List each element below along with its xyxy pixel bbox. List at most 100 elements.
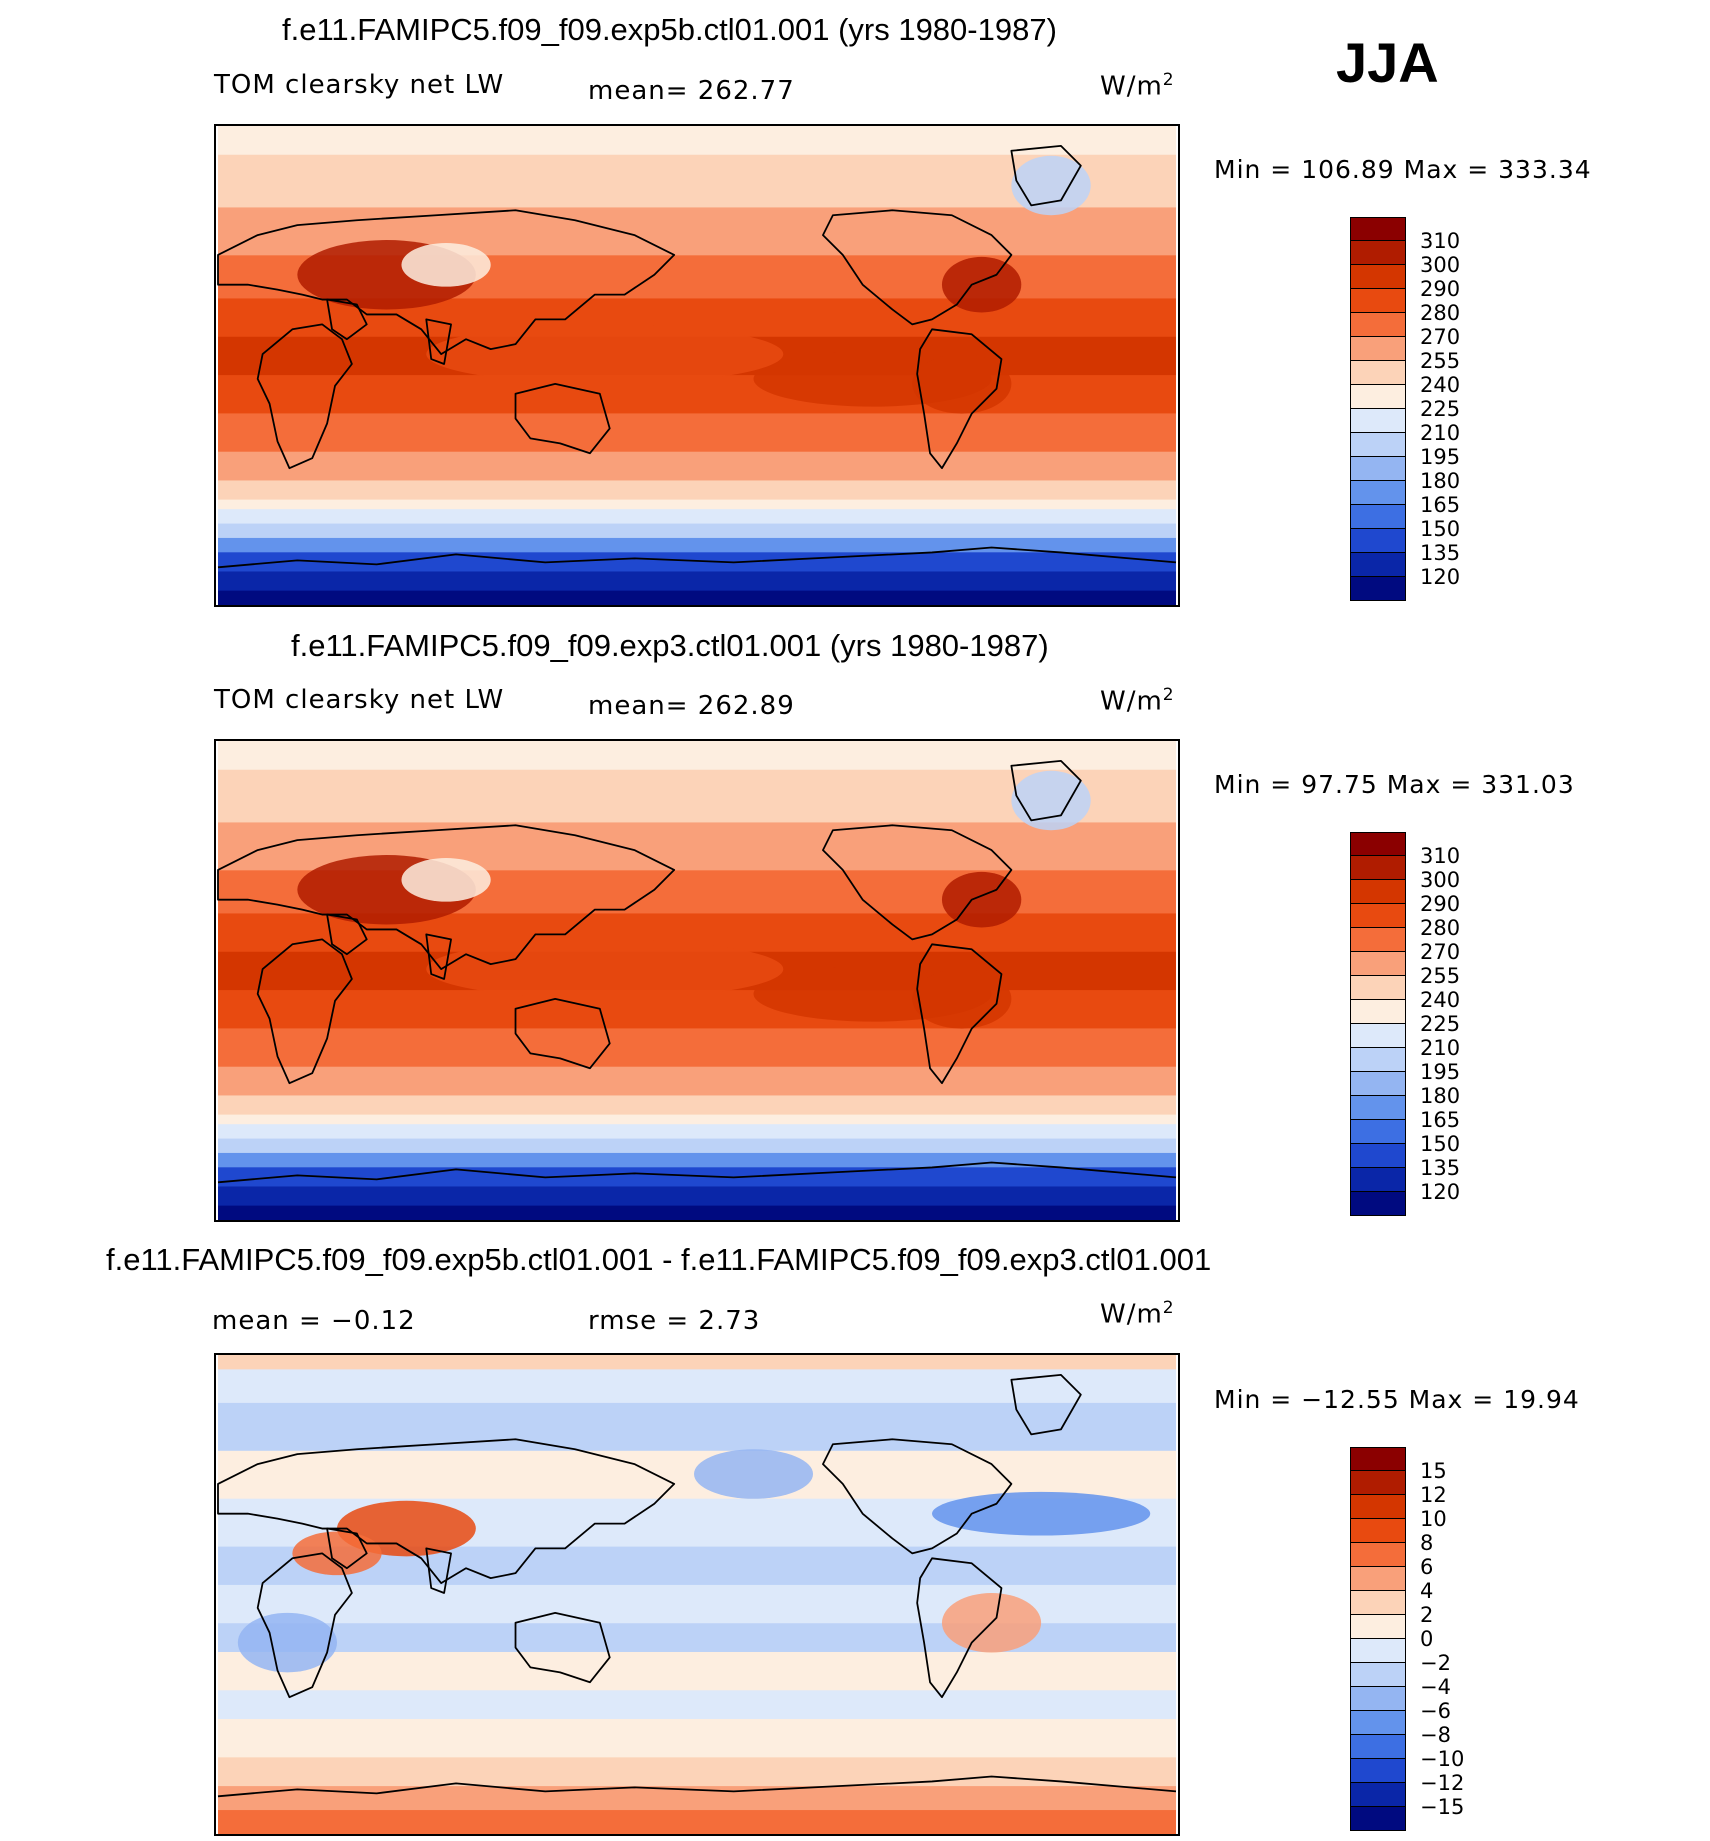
coastline xyxy=(425,933,452,980)
field-band xyxy=(218,413,1176,453)
field-band xyxy=(218,1114,1176,1126)
coastline xyxy=(916,1557,1003,1699)
panel-3-mean: mean = −0.12 xyxy=(212,1306,416,1336)
field-band xyxy=(218,1690,1176,1721)
colorbar-swatch xyxy=(1350,1759,1406,1783)
colorbar-tick-label: 255 xyxy=(1420,349,1461,373)
colorbar-tick-label: 225 xyxy=(1420,1012,1461,1036)
colorbar-swatch xyxy=(1350,1024,1406,1048)
map-field xyxy=(217,1355,1177,1834)
colorbar-swatch xyxy=(1350,409,1406,433)
season-label: JJA xyxy=(1336,31,1439,94)
panel-3-title: f.e11.FAMIPC5.f09_f09.exp5b.ctl01.001 - … xyxy=(106,1242,1212,1277)
colorbar-swatch xyxy=(1350,1168,1406,1192)
colorbar-swatch xyxy=(1350,553,1406,577)
colorbar-tick-label: 0 xyxy=(1420,1627,1434,1651)
panel-2-variable: TOM clearsky net LW xyxy=(214,685,505,715)
colorbar-tick-label: 270 xyxy=(1420,940,1461,964)
field-band xyxy=(218,375,1176,415)
coastline xyxy=(514,1611,611,1684)
coastline xyxy=(514,382,611,455)
colorbar-tick-label: 8 xyxy=(1420,1531,1434,1555)
field-anomaly xyxy=(932,1491,1151,1536)
colorbar-tick-label: 280 xyxy=(1420,301,1461,325)
colorbar-tick-label: 15 xyxy=(1420,1459,1447,1483)
panel-3-rmse: rmse = 2.73 xyxy=(588,1306,761,1336)
field-band xyxy=(218,126,1176,156)
colorbar-tick-label: 210 xyxy=(1420,421,1461,445)
colorbar-tick-label: 240 xyxy=(1420,988,1461,1012)
colorbar-swatch xyxy=(1350,1567,1406,1591)
panel-1-colorbar: 310 300 290 280 270 255 240 225 210 195 180 165 150 1… xyxy=(1350,217,1460,601)
field-band xyxy=(218,451,1176,482)
colorbar-tick-label: 195 xyxy=(1420,1060,1461,1084)
field-band xyxy=(218,741,1176,771)
colorbar-swatch xyxy=(1350,1735,1406,1759)
field-band xyxy=(218,523,1176,539)
colorbar-swatch xyxy=(1350,433,1406,457)
colorbar-swatch xyxy=(1350,505,1406,529)
colorbar-swatch xyxy=(1350,457,1406,481)
field-band xyxy=(218,1205,1176,1220)
coastline xyxy=(425,1547,452,1594)
colorbar-tick-label: −8 xyxy=(1420,1723,1451,1747)
field-band xyxy=(218,1186,1176,1207)
colorbar-swatch xyxy=(1350,1192,1406,1216)
field-anomaly xyxy=(426,939,784,999)
colorbar-tick-label: 12 xyxy=(1420,1483,1447,1507)
colorbar-tick-label: −4 xyxy=(1420,1675,1451,1699)
coastline xyxy=(425,318,452,365)
colorbar-tick-label: 310 xyxy=(1420,229,1461,253)
panel-2-minmax: Min = 97.75 Max = 331.03 xyxy=(1214,770,1575,799)
coastline xyxy=(326,298,368,341)
colorbar-swatch xyxy=(1350,577,1406,601)
coastline xyxy=(217,209,676,355)
coastline xyxy=(1010,144,1082,207)
coastline xyxy=(217,1775,1177,1798)
coastline xyxy=(326,1527,368,1570)
map-field xyxy=(217,741,1177,1220)
colorbar-tick-label: 135 xyxy=(1420,1156,1461,1180)
colorbar-tick-label: 135 xyxy=(1420,541,1461,565)
colorbar-tick-label: 300 xyxy=(1420,868,1461,892)
field-anomaly xyxy=(694,1449,814,1499)
field-band xyxy=(218,1719,1176,1759)
coastline xyxy=(1010,759,1082,822)
colorbar-swatch xyxy=(1350,1783,1406,1807)
field-band xyxy=(218,1369,1176,1404)
field-anomaly xyxy=(237,1612,338,1673)
colorbar-swatch xyxy=(1350,1711,1406,1735)
field-band xyxy=(218,1138,1176,1154)
colorbar-swatch xyxy=(1350,1663,1406,1687)
field-band xyxy=(218,480,1176,501)
colorbar-swatch xyxy=(1350,241,1406,265)
colorbar-tick-label: −2 xyxy=(1420,1651,1451,1675)
colorbar-swatch xyxy=(1350,856,1406,880)
field-anomaly xyxy=(426,324,784,384)
colorbar-tick-label: −12 xyxy=(1420,1771,1465,1795)
coastline xyxy=(217,546,1177,569)
colorbar-swatch xyxy=(1350,217,1406,241)
panel-2-title: f.e11.FAMIPC5.f09_f09.exp3.ctl01.001 (yr… xyxy=(291,628,1049,663)
field-anomaly xyxy=(401,243,491,287)
coastline xyxy=(256,323,353,470)
colorbar-swatch xyxy=(1350,1519,1406,1543)
panel-2-map xyxy=(214,739,1180,1222)
field-band xyxy=(218,1095,1176,1116)
panel-1-mean: mean= 262.77 xyxy=(588,76,795,106)
field-band xyxy=(218,499,1176,511)
coastline xyxy=(217,1161,1177,1184)
colorbar-swatch xyxy=(1350,1471,1406,1495)
map-field xyxy=(217,126,1177,605)
panel-1-units: W/m2 xyxy=(1100,70,1175,102)
panel-2-mean: mean= 262.89 xyxy=(588,691,795,721)
panel-1-variable: TOM clearsky net LW xyxy=(214,70,505,100)
colorbar-swatch xyxy=(1350,265,1406,289)
field-anomaly xyxy=(1011,155,1091,216)
colorbar-swatch xyxy=(1350,361,1406,385)
field-anomaly xyxy=(401,858,491,902)
colorbar-tick-label: 6 xyxy=(1420,1555,1434,1579)
colorbar-swatch xyxy=(1350,1072,1406,1096)
panel-3-units: W/m2 xyxy=(1100,1298,1175,1330)
colorbar-tick-label: 210 xyxy=(1420,1036,1461,1060)
